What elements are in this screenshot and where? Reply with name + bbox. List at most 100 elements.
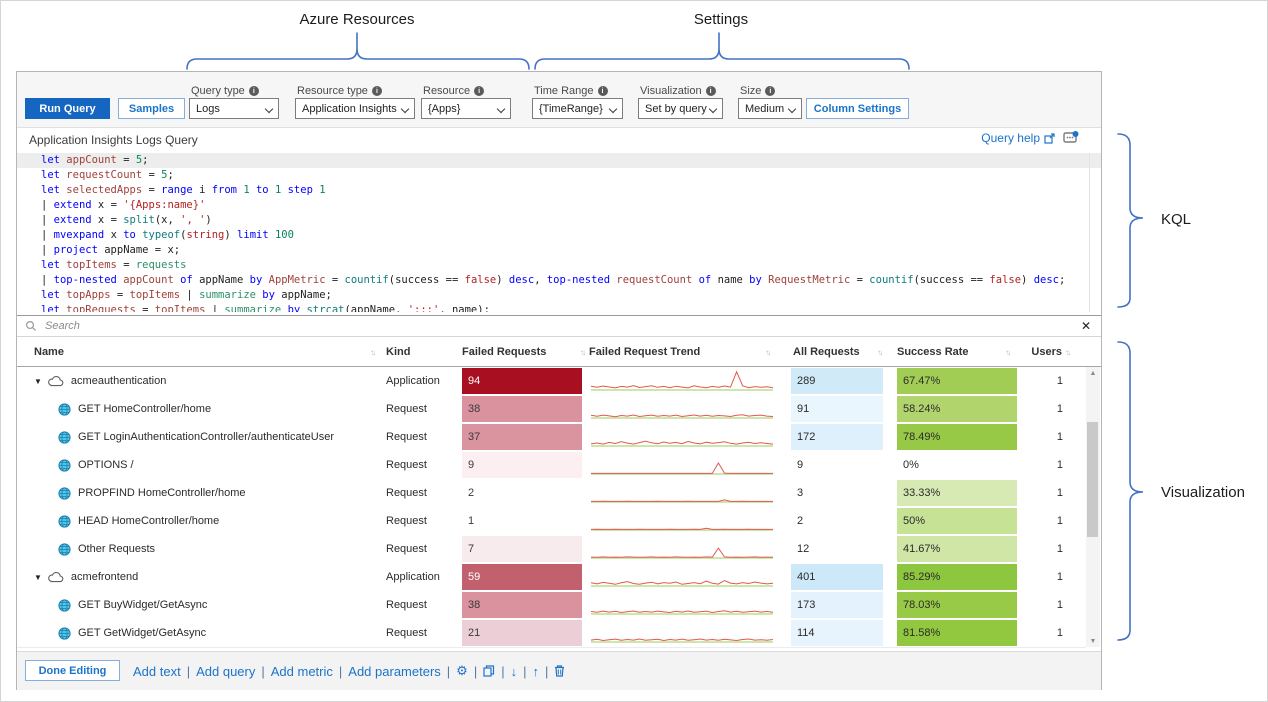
- success-rate-cell: 41.67%: [897, 536, 1017, 562]
- dropdown-label-time-range: Time Rangei: [534, 85, 608, 97]
- scroll-up-icon[interactable]: ▲: [1086, 367, 1100, 379]
- sort-arrows-icon[interactable]: ↑↓: [765, 348, 769, 357]
- table-row[interactable]: ▼acmefrontendApplication5940185.29%1: [17, 563, 1086, 592]
- column-settings-button[interactable]: Column Settings: [806, 98, 909, 119]
- name-cell: GET BuyWidget/GetAsync: [58, 591, 207, 619]
- trend-cell: [589, 423, 775, 451]
- table-row[interactable]: PROPFIND HomeController/homeRequest2333.…: [17, 479, 1086, 508]
- code-line[interactable]: let topRequests = topItems | summarize b…: [17, 303, 1101, 312]
- trend-cell: [589, 451, 775, 479]
- name-cell: GET GetWidget/GetAsync: [58, 619, 206, 647]
- column-header-name[interactable]: Name ↑↓: [34, 338, 374, 366]
- add-metric-link[interactable]: Add metric: [271, 664, 333, 679]
- close-icon[interactable]: ✕: [1081, 319, 1091, 333]
- code-token: topItems: [130, 289, 181, 301]
- code-token: limit: [237, 229, 275, 241]
- column-header-label: Name: [34, 346, 64, 358]
- code-line[interactable]: let appCount = 5;: [17, 153, 1101, 168]
- globe-icon: [58, 487, 71, 500]
- dropdown-time-range[interactable]: {TimeRange}: [532, 98, 623, 119]
- copy-icon[interactable]: [483, 665, 495, 677]
- run-query-button[interactable]: Run Query: [25, 98, 110, 119]
- column-header-users[interactable]: Users↑↓: [1017, 338, 1069, 366]
- move-up-icon[interactable]: ↑: [533, 664, 540, 679]
- editor-scrollbar[interactable]: [1089, 153, 1090, 312]
- done-editing-button[interactable]: Done Editing: [25, 660, 120, 681]
- kind-cell: Application: [386, 563, 472, 591]
- code-token: =: [850, 274, 869, 286]
- expand-collapse-icon[interactable]: ▼: [34, 377, 42, 386]
- sort-arrows-icon[interactable]: ↑↓: [580, 348, 584, 357]
- kind-cell: Request: [386, 535, 472, 563]
- samples-button[interactable]: Samples: [118, 98, 185, 119]
- table-row[interactable]: Other RequestsRequest71241.67%1: [17, 535, 1086, 564]
- settings-gear-icon[interactable]: ⚙: [456, 663, 468, 679]
- add-text-link[interactable]: Add text: [133, 664, 181, 679]
- query-help-link[interactable]: Query help: [981, 131, 1055, 145]
- column-header-kind[interactable]: Kind↑↓: [386, 338, 472, 366]
- table-row[interactable]: GET GetWidget/GetAsyncRequest2111481.58%…: [17, 619, 1086, 648]
- code-line[interactable]: let topItems = requests: [17, 258, 1101, 273]
- dropdown-query-type[interactable]: Logs: [189, 98, 279, 119]
- expand-collapse-icon[interactable]: ▼: [34, 573, 42, 582]
- globe-icon: [58, 627, 71, 640]
- success-rate-cell: 85.29%: [897, 564, 1017, 590]
- all-requests-cell: 401: [791, 564, 883, 590]
- code-line[interactable]: | mvexpand x to typeof(string) limit 100: [17, 228, 1101, 243]
- code-token: requestCount: [66, 169, 142, 181]
- code-token: range: [161, 184, 199, 196]
- code-line[interactable]: let requestCount = 5;: [17, 168, 1101, 183]
- table-row[interactable]: ▼acmeauthenticationApplication9428967.47…: [17, 367, 1086, 396]
- trend-cell: [589, 619, 775, 647]
- code-token: x: [111, 229, 124, 241]
- add-query-link[interactable]: Add query: [196, 664, 255, 679]
- search-input[interactable]: [43, 319, 1081, 333]
- column-header-success-rate[interactable]: Success Rate↑↓: [897, 338, 1009, 366]
- code-line[interactable]: | project appName = x;: [17, 243, 1101, 258]
- sort-arrows-icon[interactable]: ↑↓: [1065, 348, 1069, 357]
- sort-arrows-icon[interactable]: ↑↓: [370, 348, 374, 357]
- table-row[interactable]: GET LoginAuthenticationController/authen…: [17, 423, 1086, 452]
- feedback-icon[interactable]: [1063, 131, 1079, 145]
- dropdown-value-resource: {Apps}: [428, 103, 460, 115]
- globe-icon: [58, 543, 71, 556]
- code-token: by: [749, 274, 768, 286]
- users-cell: 1: [1017, 395, 1063, 423]
- query-section-title: Application Insights Logs Query: [29, 133, 198, 147]
- code-line[interactable]: | top-nested appCount of appName by AppM…: [17, 273, 1101, 288]
- column-header-failed-requests[interactable]: Failed Requests↑↓: [462, 338, 584, 366]
- dropdown-visualization[interactable]: Set by query: [638, 98, 723, 119]
- dropdown-label-text-resource-type: Resource type: [297, 85, 368, 97]
- table-row[interactable]: GET HomeController/homeRequest389158.24%…: [17, 395, 1086, 424]
- code-line[interactable]: | extend x = '{Apps:name}': [17, 198, 1101, 213]
- sort-arrows-icon[interactable]: ↑↓: [877, 348, 881, 357]
- link-separator: |: [501, 664, 504, 679]
- column-header-label: All Requests: [793, 346, 860, 358]
- dropdown-resource-type[interactable]: Application Insights: [295, 98, 415, 119]
- code-token: (success ==: [914, 274, 990, 286]
- table-row[interactable]: GET BuyWidget/GetAsyncRequest3817378.03%…: [17, 591, 1086, 620]
- code-token: top-nested: [547, 274, 617, 286]
- add-parameters-link[interactable]: Add parameters: [348, 664, 441, 679]
- code-line[interactable]: let topApps = topItems | summarize by ap…: [17, 288, 1101, 303]
- scroll-down-icon[interactable]: ▼: [1086, 635, 1100, 647]
- code-line[interactable]: | extend x = split(x, ', '): [17, 213, 1101, 228]
- delete-icon[interactable]: [554, 665, 565, 677]
- grid-scrollbar[interactable]: ▲ ▼: [1086, 367, 1100, 647]
- code-token: 1: [275, 184, 288, 196]
- code-line[interactable]: let selectedApps = range i from 1 to 1 s…: [17, 183, 1101, 198]
- dropdown-resource[interactable]: {Apps}: [421, 98, 511, 119]
- table-row[interactable]: OPTIONS /Request990%1: [17, 451, 1086, 480]
- code-token: i: [199, 184, 212, 196]
- table-row[interactable]: HEAD HomeController/homeRequest1250%1: [17, 507, 1086, 536]
- scrollbar-thumb[interactable]: [1087, 422, 1098, 537]
- column-header-failed-request-trend[interactable]: Failed Request Trend↑↓: [589, 338, 769, 366]
- globe-icon: [58, 515, 71, 528]
- column-header-all-requests[interactable]: All Requests ↑↓: [793, 338, 881, 366]
- code-token: ): [1021, 274, 1034, 286]
- kql-editor[interactable]: let appCount = 5;let requestCount = 5;le…: [17, 153, 1101, 312]
- sort-arrows-icon[interactable]: ↑↓: [1005, 348, 1009, 357]
- dropdown-size[interactable]: Medium: [738, 98, 802, 119]
- trend-cell: [589, 395, 775, 423]
- move-down-icon[interactable]: ↓: [511, 664, 518, 679]
